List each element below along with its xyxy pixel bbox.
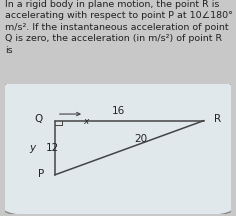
Text: 20: 20: [134, 134, 147, 144]
Text: In a rigid body in plane motion, the point R is
accelerating with respect to poi: In a rigid body in plane motion, the poi…: [5, 0, 232, 55]
Text: P: P: [38, 169, 44, 179]
Text: x: x: [84, 117, 89, 126]
Text: 16: 16: [111, 106, 125, 116]
Text: y: y: [29, 143, 35, 153]
Text: 12: 12: [46, 143, 59, 153]
FancyBboxPatch shape: [0, 80, 236, 215]
Text: Q: Q: [35, 114, 43, 124]
Text: R: R: [214, 114, 221, 124]
